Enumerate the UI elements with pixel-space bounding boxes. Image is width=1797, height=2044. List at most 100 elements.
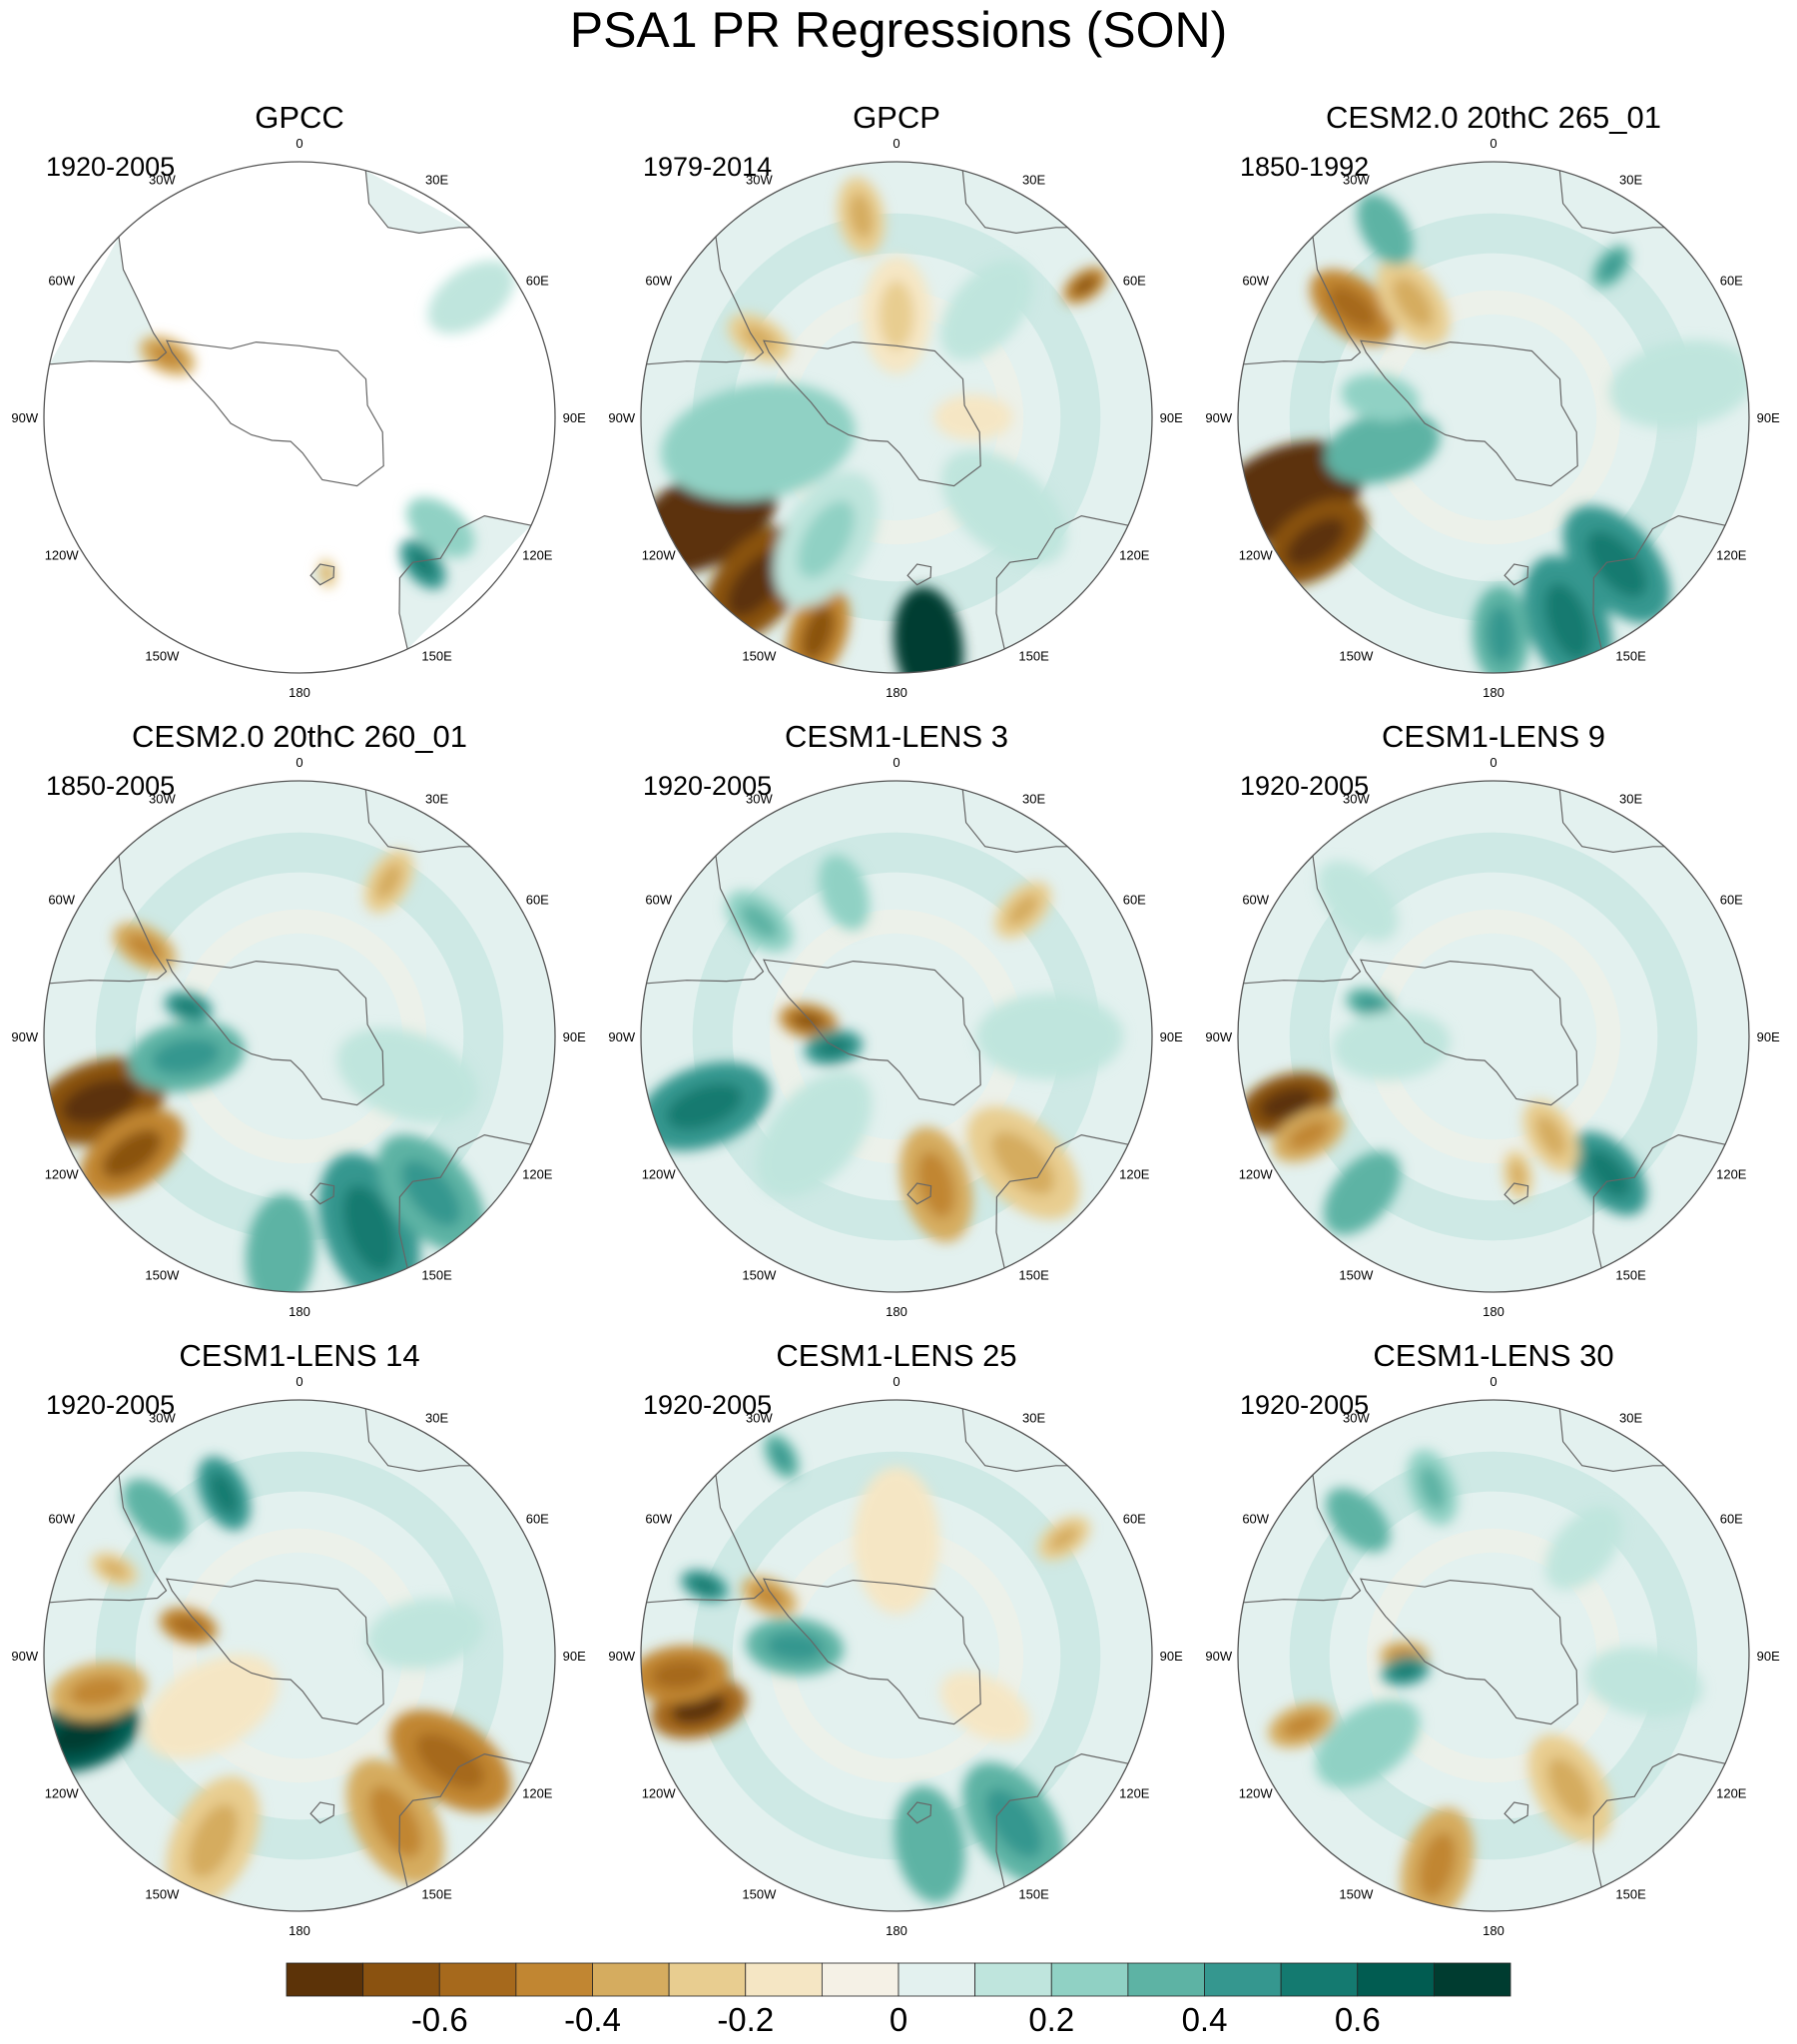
- anomaly-core: [409, 549, 436, 579]
- anomaly-core: [1419, 1465, 1447, 1510]
- anomaly-core: [210, 1472, 239, 1515]
- longitude-label: 60W: [645, 892, 672, 907]
- coastline: [1592, 1133, 1726, 1269]
- anomaly-core: [651, 1660, 709, 1690]
- longitude-label: 120E: [1716, 1786, 1747, 1801]
- anomaly-core: [1586, 530, 1647, 598]
- longitude-label: 180: [886, 1923, 907, 1938]
- coastline: [1360, 340, 1578, 487]
- colorbar-segment: [438, 1962, 517, 1997]
- coastline: [961, 789, 1068, 854]
- panel-period: 1920-2005: [643, 1390, 773, 1420]
- longitude-label: 90E: [1757, 1029, 1780, 1044]
- map-border: [43, 1399, 556, 1912]
- anomaly-core: [1349, 427, 1417, 466]
- longitude-label: 60W: [48, 1511, 75, 1526]
- longitude-label: 30W: [149, 173, 176, 188]
- longitude-label: 60E: [526, 892, 549, 907]
- polar-map: 0 30E 60E 90E 120E 150E 180 150W 120W 90W 60W 30W: [608, 136, 1183, 700]
- longitude-label: 150E: [1615, 648, 1646, 663]
- longitude-label: 60W: [48, 892, 75, 907]
- longitude-label: 150W: [1339, 648, 1374, 663]
- longitude-label: 0: [893, 755, 899, 770]
- anomaly-core: [368, 1785, 422, 1858]
- panel-title: CESM1-LENS 30: [1373, 1338, 1614, 1373]
- anomaly-core: [782, 1098, 847, 1170]
- coastline: [364, 789, 471, 854]
- anomaly-core: [1328, 286, 1378, 329]
- panel-title: GPCC: [255, 100, 344, 135]
- colorbar-segment: [362, 1962, 440, 1997]
- anomaly-core: [263, 1218, 299, 1288]
- anomaly-core: [420, 510, 460, 545]
- anomaly-core: [1562, 1524, 1605, 1572]
- longitude-label: 60E: [1123, 1511, 1146, 1526]
- coastline: [1558, 1408, 1665, 1473]
- colorbar-tick-label: 0.2: [1028, 2001, 1075, 2038]
- anomaly-core: [772, 1443, 792, 1470]
- coastline: [309, 1182, 335, 1205]
- longitude-label: 90W: [11, 410, 38, 425]
- colorbar-segment: [286, 1962, 364, 1997]
- map-border: [43, 161, 556, 674]
- anomaly-core: [690, 1577, 719, 1595]
- coastline: [309, 1801, 335, 1824]
- longitude-label: 90W: [608, 1029, 635, 1044]
- longitude-label: 180: [886, 685, 907, 700]
- anomaly-core: [791, 1012, 826, 1030]
- coastline: [1592, 1752, 1726, 1888]
- longitude-label: 180: [1483, 1304, 1504, 1319]
- longitude-label: 90W: [1205, 1029, 1232, 1044]
- anomaly-core: [1639, 361, 1725, 407]
- map-panel: CESM1-LENS 3 1920-2005 0 30E 60E 90E 120E 150E 1…: [597, 719, 1196, 1338]
- panel-title: GPCP: [853, 100, 940, 135]
- longitude-label: 90E: [563, 1649, 586, 1664]
- anomaly-core: [1418, 1831, 1457, 1899]
- longitude-label: 30E: [1022, 1411, 1045, 1426]
- anomaly-core: [1487, 605, 1515, 664]
- longitude-label: 150W: [145, 648, 180, 663]
- longitude-label: 180: [1483, 1923, 1504, 1938]
- anomaly-core: [1006, 894, 1039, 927]
- panel-period: 1979-2014: [643, 152, 773, 182]
- coastline: [961, 170, 1068, 235]
- coastline: [49, 855, 168, 985]
- longitude-label: 60W: [1242, 1511, 1269, 1526]
- anomaly-core: [415, 1732, 485, 1790]
- anomaly-core: [151, 344, 184, 366]
- anomaly-core: [1535, 1115, 1566, 1157]
- anomaly-core: [69, 1676, 127, 1706]
- anomaly-core: [137, 1493, 174, 1530]
- longitude-label: 90E: [1757, 1649, 1780, 1664]
- coastline: [906, 563, 932, 586]
- longitude-label: 60W: [48, 273, 75, 288]
- longitude-label: 30W: [746, 792, 773, 807]
- coastline: [1503, 563, 1529, 586]
- anomaly-core: [366, 1050, 449, 1101]
- anomaly-core: [1006, 1015, 1093, 1058]
- longitude-label: 30E: [425, 1411, 448, 1426]
- longitude-label: 30E: [425, 792, 448, 807]
- anomaly-core: [171, 1616, 206, 1636]
- anomaly-core: [727, 550, 788, 618]
- coastline: [166, 1578, 384, 1725]
- panel-title: CESM2.0 20thC 260_01: [131, 719, 468, 754]
- anomaly-core: [958, 1688, 1011, 1726]
- panel-period: 1850-2005: [46, 771, 176, 801]
- longitude-label: 90W: [1205, 1649, 1232, 1664]
- anomaly-core: [1391, 1664, 1420, 1680]
- map-border: [1237, 161, 1750, 674]
- coastline: [1243, 855, 1362, 985]
- anomaly-core: [1338, 1718, 1399, 1768]
- coastline: [763, 959, 981, 1106]
- polar-map: 0 30E 60E 90E 120E 150E 180 150W 120W 90W 60W 30W: [1205, 755, 1780, 1319]
- anomaly-core: [152, 1038, 221, 1074]
- longitude-label: 30E: [425, 173, 448, 188]
- map-panel: CESM2.0 20thC 265_01 1850-1992 0 30E 60E 90E 1…: [1194, 100, 1793, 719]
- longitude-label: 60W: [645, 1511, 672, 1526]
- longitude-label: 120W: [45, 1786, 80, 1801]
- colorbar-segment: [1280, 1962, 1359, 1997]
- map-border: [1237, 1399, 1750, 1912]
- anomaly-core: [1048, 1526, 1079, 1551]
- anomaly-core: [662, 489, 747, 549]
